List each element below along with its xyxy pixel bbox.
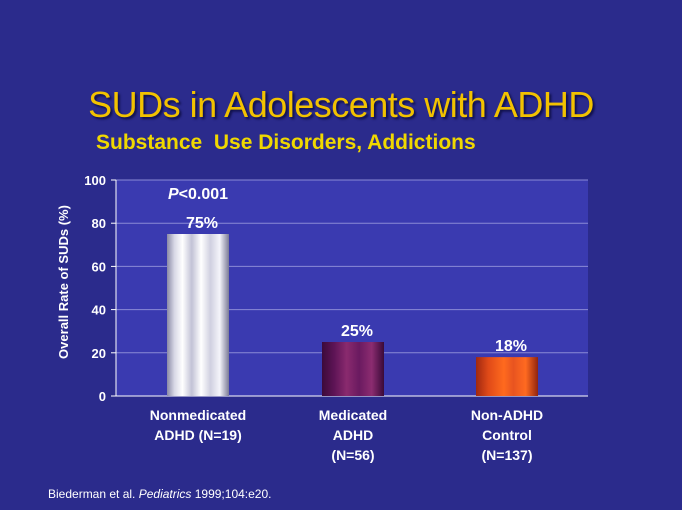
- bar: [322, 342, 384, 396]
- x-tick-label-line: Nonmedicated: [150, 407, 246, 423]
- bar: [476, 357, 538, 396]
- citation: Biederman et al. Pediatrics 1999;104:e20…: [48, 487, 271, 501]
- significance-annotation: P<0.001: [168, 186, 228, 203]
- x-tick-label: Non-ADHD Control (N=137): [471, 407, 543, 463]
- slide-title: SUDs in Adolescents with ADHD: [88, 84, 594, 125]
- slide-subtitle: Substance Use Disorders, Addictions: [96, 131, 476, 154]
- data-label: 25%: [341, 323, 373, 340]
- x-tick-label-line: (N=137): [482, 447, 533, 463]
- bar: [167, 234, 229, 396]
- annotation-p: P: [168, 186, 179, 203]
- y-tick-label: 20: [92, 346, 106, 361]
- x-tick-label-line: ADHD: [333, 427, 373, 443]
- citation-details: 1999;104:e20.: [191, 487, 272, 501]
- x-tick-label-line: Medicated: [319, 407, 387, 423]
- x-tick-label: Nonmedicated ADHD (N=19): [150, 407, 246, 443]
- data-label: 75%: [186, 215, 218, 232]
- x-tick-label-line: (N=56): [331, 447, 374, 463]
- bar-chart: 0 20 40 60 80 100 Overall Rate of SUDs (%) 75% N…: [56, 173, 588, 463]
- x-tick-label-line: ADHD (N=19): [154, 427, 242, 443]
- y-tick-label: 0: [99, 389, 106, 404]
- x-tick-label: Medicated ADHD (N=56): [319, 407, 387, 463]
- annotation-value: <0.001: [179, 186, 228, 203]
- y-tick-label: 100: [84, 173, 106, 188]
- citation-authors: Biederman et al.: [48, 487, 139, 501]
- data-label: 18%: [495, 338, 527, 355]
- x-tick-label-line: Control: [482, 427, 532, 443]
- x-tick-label-line: Non-ADHD: [471, 407, 543, 423]
- citation-journal: Pediatrics: [138, 487, 192, 501]
- y-axis-label: Overall Rate of SUDs (%): [56, 205, 71, 359]
- y-tick-label: 40: [92, 303, 106, 318]
- y-tick-label: 60: [92, 259, 106, 274]
- y-tick-label: 80: [92, 216, 106, 231]
